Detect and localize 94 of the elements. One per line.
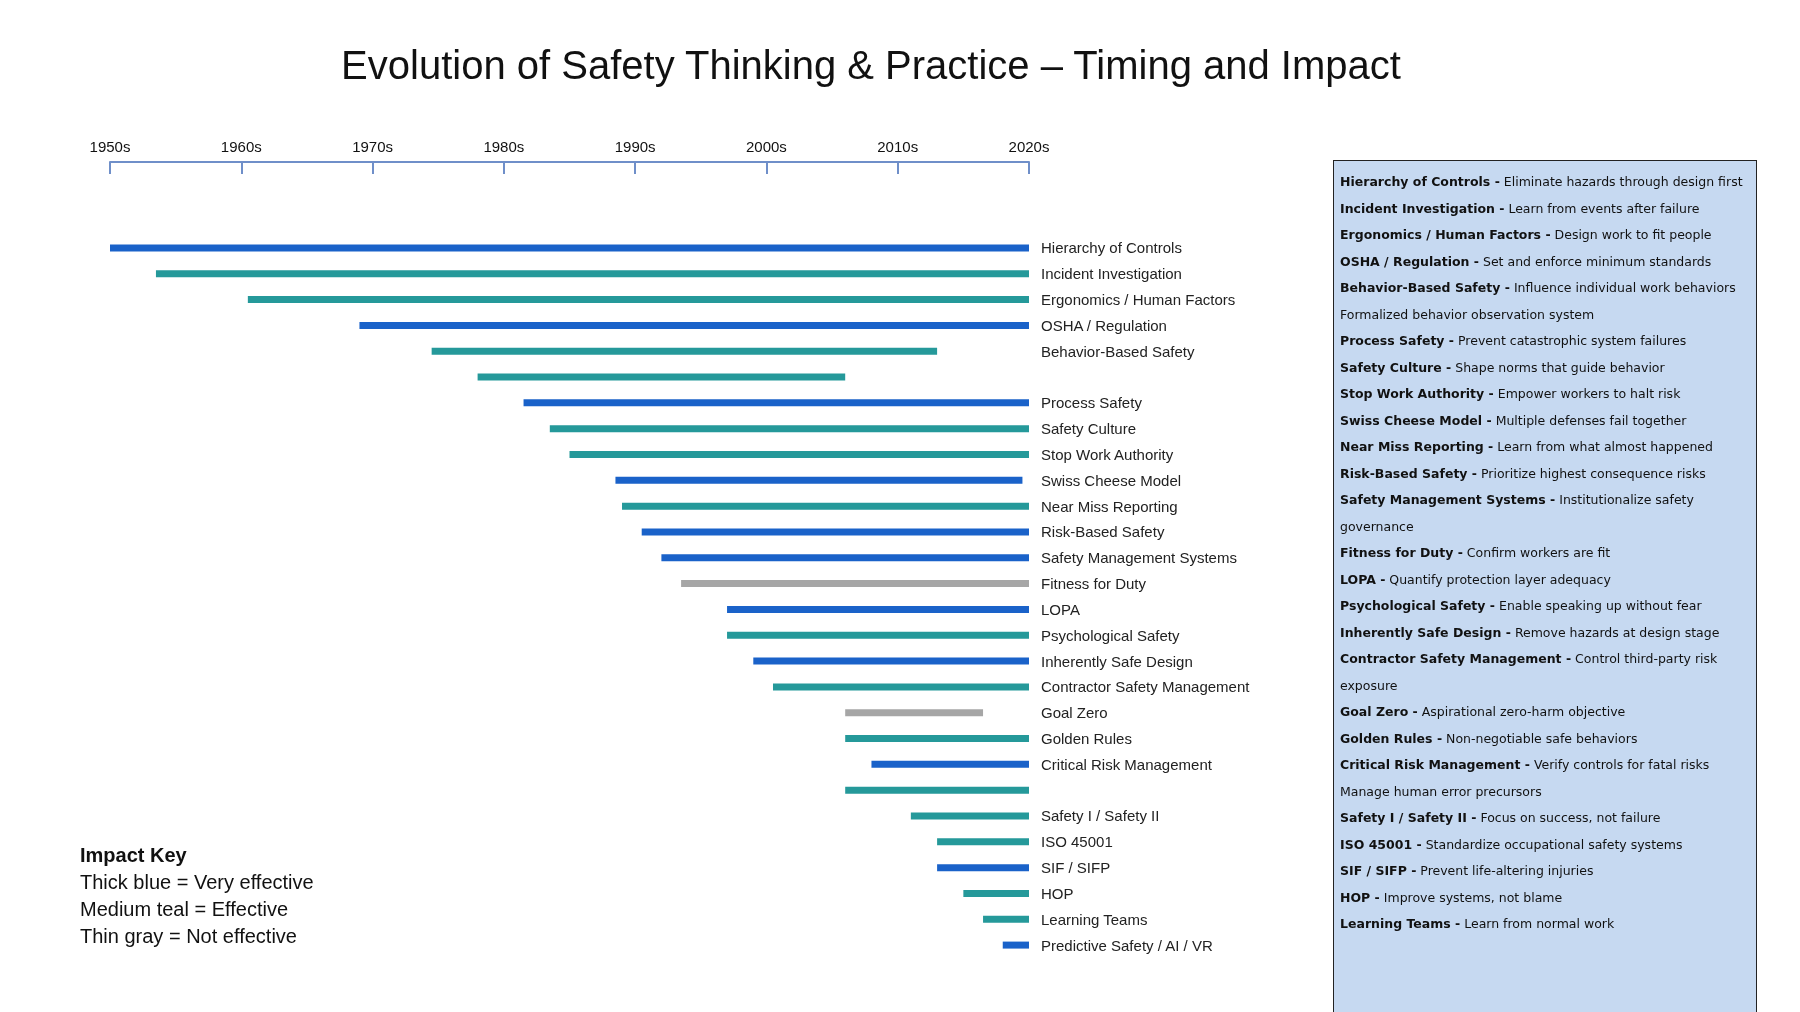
bar [431,347,938,355]
bar [155,270,1029,278]
y-tick-label: Golden Rules [1041,730,1132,748]
text: Golden Rules - Non-negotiable safe behaviors [1340,729,1639,748]
bar [772,683,1029,691]
bar [523,399,1029,407]
text: Critical Risk Management - Verify controls for fatal risks [1340,756,1711,774]
bar [247,296,1029,304]
bar [727,631,1029,639]
text: Inherently Safe Design - Remove hazards at design stage [1340,623,1721,642]
bar [359,321,1029,329]
x-tick-label: 1990s [614,138,656,155]
y-tick-label: ISO 45001 [1041,833,1113,851]
bar [569,450,1029,458]
y-tick-label: Psychological Safety [1041,626,1180,644]
text: Ergonomics / Human Factors - Design work to fit people [1340,226,1713,244]
y-tick-label: Critical Risk Management [1041,755,1213,773]
text: Learning Teams - Learn from normal work [1340,915,1616,933]
y-tick-label: Risk-Based Safety [1041,523,1165,541]
text: Formalized behavior observation system [1340,305,1596,324]
text: Near Miss Reporting - Learn from what almost happened [1340,438,1714,456]
text: Safety Culture - Shape norms that guide behavior [1340,358,1666,377]
bar [727,605,1029,613]
bar [871,760,1029,768]
y-tick-label: Safety I / Safety II [1041,807,1160,825]
bar [937,864,1029,872]
y-tick-label: Near Miss Reporting [1041,497,1178,515]
bar [910,812,1029,820]
bar [753,657,1029,665]
x-tick-label: 1960s [220,138,262,155]
text: Manage human error precursors [1340,782,1543,801]
text: Incident Investigation - Learn from events after failure [1340,199,1701,218]
text: Stop Work Authority - Empower workers to halt risk [1340,385,1682,403]
text: Swiss Cheese Model - Multiple defenses fail together [1340,411,1688,430]
bar [963,889,1029,897]
y-tick-label: Fitness for Duty [1041,575,1147,593]
x-tick-label: 2000s [745,138,787,155]
text: Goal Zero - Aspirational zero-harm objective [1340,703,1627,721]
y-tick-label: Safety Culture [1041,420,1137,438]
bar [983,915,1029,923]
x-tick-label: 1970s [352,138,394,155]
annotation: Impact Key [80,843,188,868]
y-tick-label: Contractor Safety Management [1041,678,1251,696]
text: Behavior-Based Safety - Influence individual work behaviors [1340,279,1737,297]
y-tick-label: Hierarchy of Controls [1041,239,1182,257]
text: LOPA - Quantify protection layer adequacy [1340,570,1612,589]
y-tick-label: OSHA / Regulation [1041,316,1167,334]
x-tick-label: 2020s [1008,138,1050,155]
bar [1002,941,1029,949]
y-tick-label: Ergonomics / Human Factors [1041,291,1236,309]
text: Process Safety - Prevent catastrophic system failures [1340,332,1688,350]
text: HOP - Improve systems, not blame [1340,888,1564,907]
bar [845,786,1029,794]
annotation: Thick blue = Very effective [80,870,314,895]
text: SIF / SIFP - Prevent life-altering injuries [1340,862,1595,880]
bar [641,528,1029,536]
chart-title: Evolution of Safety Thinking & Practice – Timing and Impact [341,43,1401,87]
bar [549,425,1029,433]
y-tick-label: Safety Management Systems [1041,549,1237,567]
x-tick-label: 2010s [877,138,919,155]
y-tick-label: HOP [1041,884,1074,902]
bar [615,476,1023,484]
annotation: Medium teal = Effective [80,897,290,922]
bar [681,580,1029,588]
text: Psychological Safety - Enable speaking up without fear [1340,597,1703,615]
y-tick-label: Process Safety [1041,394,1143,412]
x-tick-label: 1980s [483,138,525,155]
text: Safety I / Safety II - Focus on success, not failure [1340,809,1662,827]
y-tick-label: Incident Investigation [1041,265,1182,283]
bar [845,709,984,717]
bar [110,244,1029,252]
annotation: Thin gray = Not effective [80,924,298,949]
text: Fitness for Duty - Confirm workers are fit [1340,544,1612,562]
bar [845,735,1029,743]
text: Safety Management Systems - Institutionalize safety governance [1340,492,1694,534]
bar [622,502,1029,510]
bar [661,554,1029,562]
y-tick-label: Stop Work Authority [1041,445,1174,463]
text: Risk-Based Safety - Prioritize highest consequence risks [1340,464,1707,483]
text: Contractor Safety Management - Control third-party risk exposure [1340,651,1718,693]
y-tick-label: Predictive Safety / AI / VR [1041,936,1213,954]
y-tick-label: LOPA [1041,600,1080,618]
y-tick-label: Learning Teams [1041,910,1148,928]
bar [477,373,846,381]
text: ISO 45001 - Standardize occupational safety systems [1340,835,1684,854]
x-tick-label: 1950s [89,138,131,155]
y-tick-label: Inherently Safe Design [1041,652,1193,670]
y-tick-label: Goal Zero [1041,704,1108,722]
bar [937,838,1029,846]
y-tick-label: Behavior-Based Safety [1041,342,1195,360]
text: Hierarchy of Controls - Eliminate hazards through design first [1340,173,1744,191]
y-tick-label: SIF / SIFP [1041,859,1111,877]
text: OSHA / Regulation - Set and enforce minimum standards [1340,252,1713,271]
y-tick-label: Swiss Cheese Model [1041,471,1182,489]
